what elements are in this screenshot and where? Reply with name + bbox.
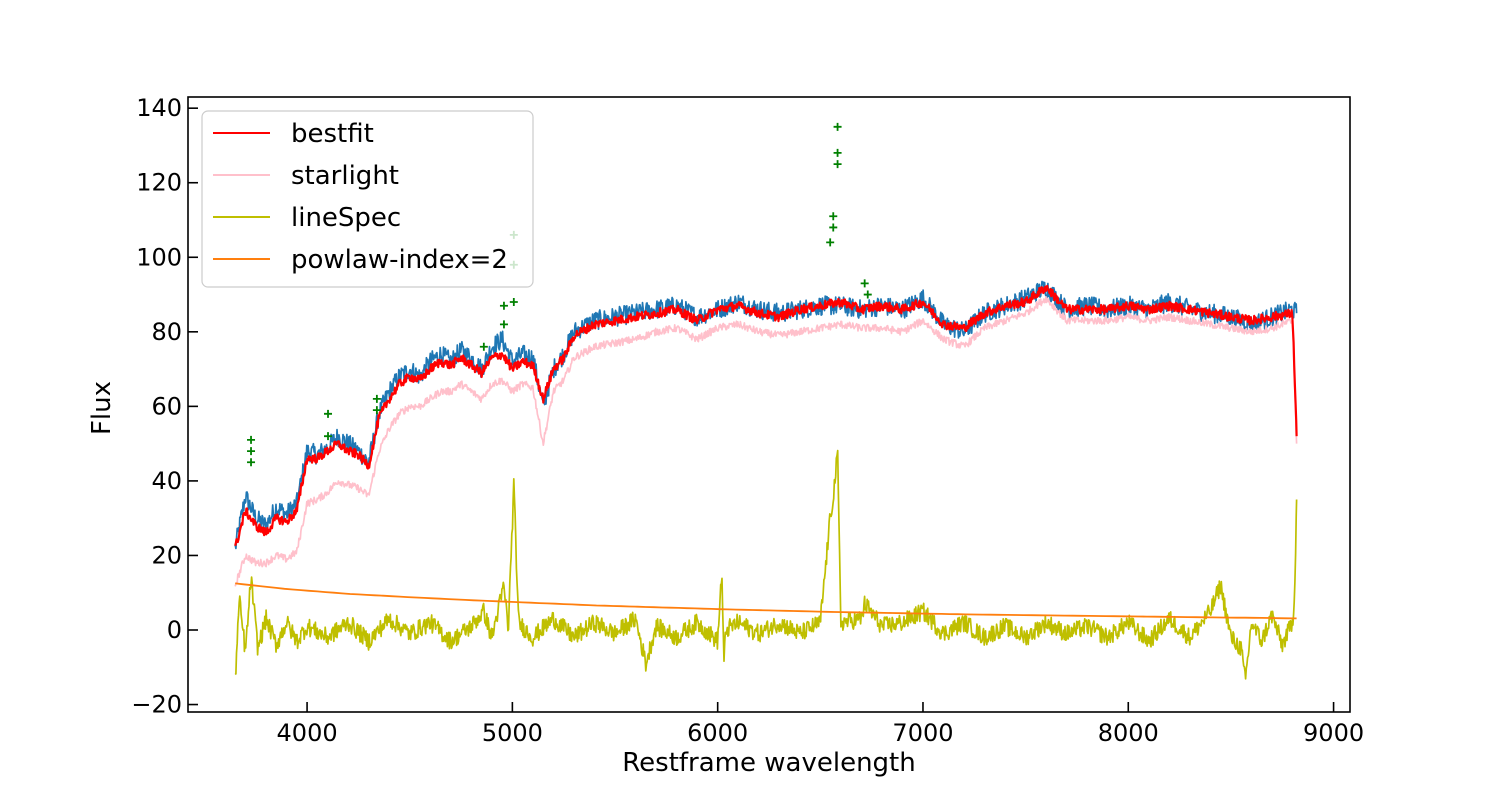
masked-point-marker xyxy=(860,279,869,288)
y-tick-label: 40 xyxy=(151,467,182,495)
plot-frame xyxy=(187,96,1351,713)
y-axis-label: Flux xyxy=(87,381,117,435)
legend-label-starlight: starlight xyxy=(291,161,399,191)
masked-point-marker xyxy=(833,160,842,169)
masked-point-marker xyxy=(833,122,842,131)
masked-point-marker xyxy=(479,342,488,351)
legend-box xyxy=(201,110,534,288)
x-tick-label: 4000 xyxy=(277,719,338,747)
masked-point-marker xyxy=(324,409,333,418)
masked-point-marker xyxy=(247,435,256,444)
y-tick-label: 100 xyxy=(136,243,182,271)
legend-label-lineSpec: lineSpec xyxy=(291,203,401,233)
y-tick-label: 120 xyxy=(136,169,182,197)
legend: bestfit starlight lineSpec powlaw-index=2 xyxy=(201,110,534,288)
series-line-lineSpec xyxy=(234,449,1298,680)
y-tick-label: −20 xyxy=(131,691,182,719)
masked-point-marker xyxy=(372,406,381,415)
masked-point-marker xyxy=(247,447,256,456)
y-tick-label: 0 xyxy=(167,616,182,644)
masked-point-marker xyxy=(826,238,835,247)
masked-point-marker xyxy=(247,458,256,467)
y-tick-label: 140 xyxy=(136,94,182,122)
x-tick-label: 6000 xyxy=(687,719,748,747)
series-line-powlaw xyxy=(235,582,1297,620)
legend-label-powlaw: powlaw-index=2 xyxy=(291,245,508,275)
masked-point-marker xyxy=(372,394,381,403)
series-layer xyxy=(234,122,1298,680)
series-line-bestfit xyxy=(234,284,1298,547)
x-axis: 4000 5000 6000 7000 8000 9000 xyxy=(277,702,1364,747)
masked-point-marker xyxy=(499,320,508,329)
y-tick-label: 60 xyxy=(151,392,182,420)
x-tick-label: 5000 xyxy=(482,719,543,747)
series-line-starlight xyxy=(234,295,1298,587)
x-tick-label: 7000 xyxy=(892,719,953,747)
x-tick-label: 9000 xyxy=(1303,719,1364,747)
masked-point-marker xyxy=(499,301,508,310)
y-tick-label: 80 xyxy=(151,318,182,346)
masked-point-marker xyxy=(324,432,333,441)
masked-point-marker xyxy=(509,298,518,306)
masked-point-marker xyxy=(833,148,842,157)
x-tick-label: 8000 xyxy=(1098,719,1159,747)
masked-point-marker xyxy=(829,223,838,232)
y-tick-label: 20 xyxy=(151,541,182,569)
series-line-data xyxy=(234,280,1298,550)
x-axis-label: Restframe wavelength xyxy=(622,748,915,778)
y-axis: −20 0 20 40 60 80 100 120 140 xyxy=(131,94,198,719)
masked-point-marker xyxy=(863,290,872,299)
legend-label-bestfit: bestfit xyxy=(291,119,374,149)
masked-point-marker xyxy=(829,212,838,221)
